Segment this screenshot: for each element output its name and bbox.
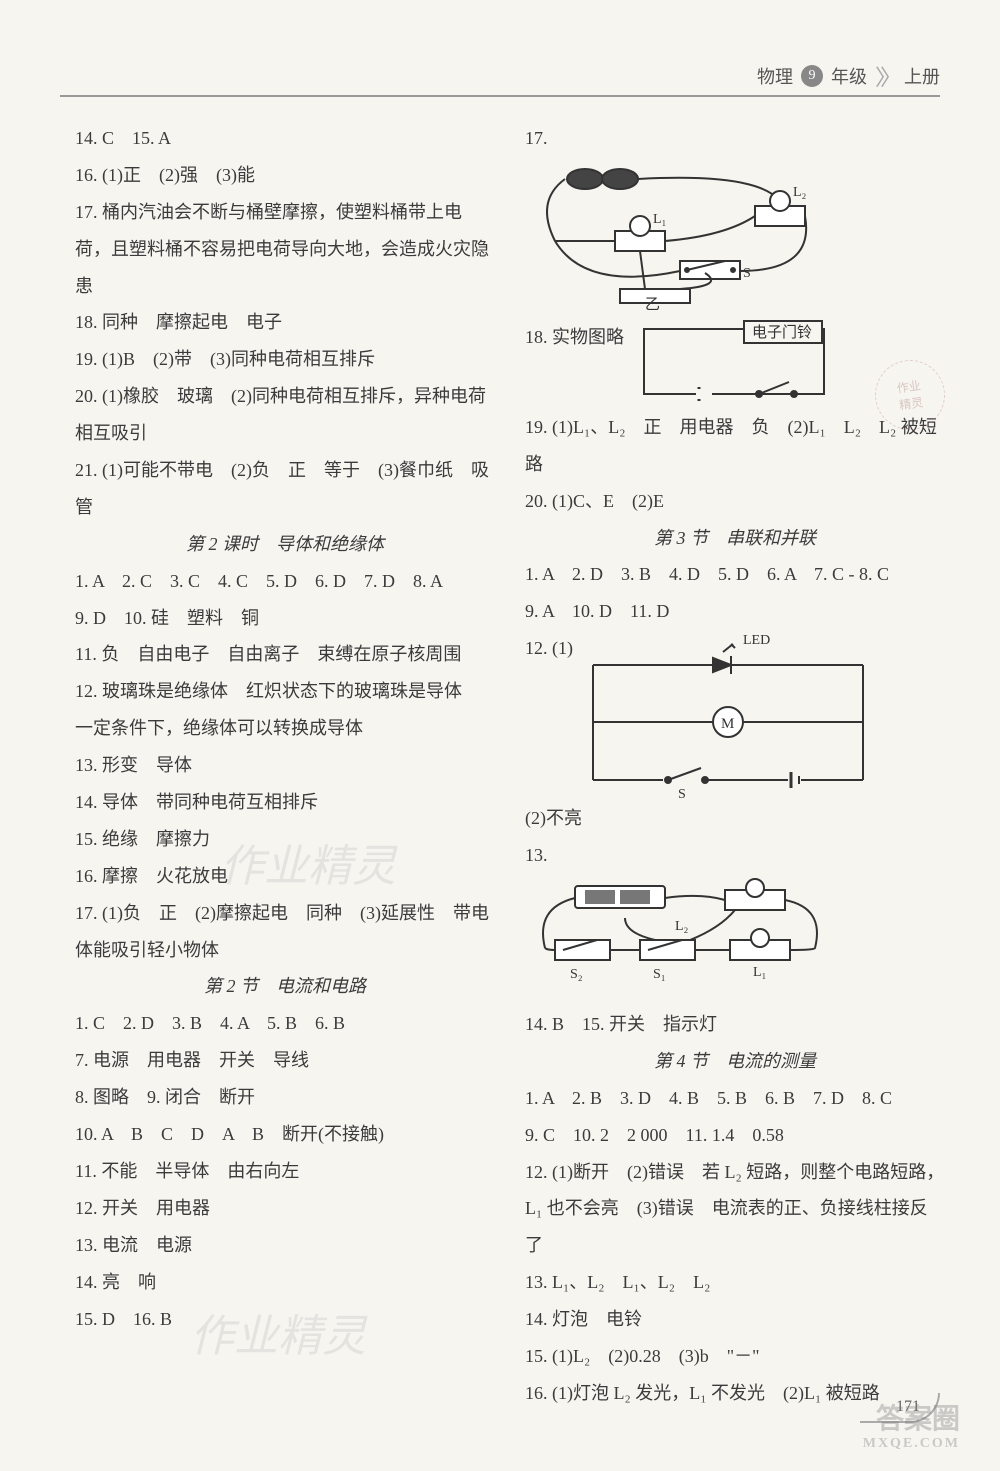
stamp-text: 精灵 bbox=[898, 393, 924, 413]
answer-line: 10. A B C D A B 断开(不接触) bbox=[75, 1116, 495, 1153]
section-title: 第 4 节 电流的测量 bbox=[525, 1043, 945, 1080]
answer-line: 12. 开关 用电器 bbox=[75, 1190, 495, 1227]
label-L1: L₁ bbox=[653, 212, 666, 227]
header-grade-circle: 9 bbox=[801, 65, 823, 87]
answer-line: 11. 负 自由电子 自由离子 束缚在原子核周围 bbox=[75, 636, 495, 673]
answer-line: 12. 玻璃珠是绝缘体 红炽状态下的玻璃珠是导体 一定条件下，绝缘体可以转换成导… bbox=[75, 673, 495, 747]
answer-line: 12. (1)断开 (2)错误 若 L₂ 短路，则整个电路短路，L₁ 也不会亮 … bbox=[525, 1154, 945, 1265]
answer-line: 14. C 15. A bbox=[75, 120, 495, 157]
section-title: 第 2 课时 导体和绝缘体 bbox=[75, 526, 495, 563]
answer-line: 17. (1)负 正 (2)摩擦起电 同种 (3)延展性 带电体能吸引轻小物体 bbox=[75, 895, 495, 969]
chevron-icon: 〉〉 bbox=[875, 60, 896, 92]
answer-line: 1. C 2. D 3. B 4. A 5. B 6. B bbox=[75, 1005, 495, 1042]
header-subject: 物理 bbox=[757, 63, 793, 89]
answer-line: 7. 电源 用电器 开关 导线 bbox=[75, 1042, 495, 1079]
label-L2: L₂ bbox=[793, 185, 807, 200]
answer-line: (2)不亮 bbox=[525, 800, 945, 837]
answer-line: 15. (1)L₂ (2)0.28 (3)b "－" bbox=[525, 1338, 945, 1375]
answer-line: 19. (1)L₁、L₂ 正 用电器 负 (2)L₁ L₂ L₂ 被短路 bbox=[525, 409, 945, 483]
answer-line: 20. (1)C、E (2)E bbox=[525, 483, 945, 520]
section-title: 第 2 节 电流和电路 bbox=[75, 968, 495, 1005]
answer-line: 19. (1)B (2)带 (3)同种电荷相互排斥 bbox=[75, 341, 495, 378]
header-rule bbox=[60, 95, 940, 97]
label-yi: 乙 bbox=[645, 297, 660, 311]
answer-label: 13. bbox=[525, 837, 945, 874]
label-S2: S₂ bbox=[570, 967, 583, 982]
answer-line: 14. B 15. 开关 指示灯 bbox=[525, 1006, 945, 1043]
footer-watermark-small: MXQE.COM bbox=[863, 1436, 960, 1451]
label-L2: L₂ bbox=[675, 919, 689, 934]
content-columns: 14. C 15. A 16. (1)正 (2)强 (3)能 17. 桶内汽油会… bbox=[75, 120, 945, 1412]
answer-line: 13. 形变 导体 bbox=[75, 747, 495, 784]
circuit-diagram-12: LED M bbox=[573, 630, 883, 800]
answer-line: 14. 亮 响 bbox=[75, 1264, 495, 1301]
doorbell-circuit: 电子门铃 bbox=[634, 319, 834, 409]
label-S: S bbox=[743, 266, 751, 281]
answer-line: 18. 同种 摩擦起电 电子 bbox=[75, 304, 495, 341]
answer-line: 15. D 16. B bbox=[75, 1301, 495, 1338]
answer-label: 12. (1) bbox=[525, 630, 573, 667]
answer-line: 11. 不能 半导体 由右向左 bbox=[75, 1153, 495, 1190]
row-12: 12. (1) LED M bbox=[525, 630, 945, 800]
label-M: M bbox=[721, 716, 734, 732]
answer-line: 9. A 10. D 11. D bbox=[525, 593, 945, 630]
answer-line: 9. C 10. 2 2 000 11. 1.4 0.58 bbox=[525, 1117, 945, 1154]
label-L1: L₁ bbox=[753, 965, 766, 980]
answer-line: 1. A 2. B 3. D 4. B 5. B 6. B 7. D 8. C bbox=[525, 1080, 945, 1117]
header-book: 上册 bbox=[904, 63, 940, 89]
answer-line: 18. 实物图略 bbox=[525, 319, 624, 356]
left-column: 14. C 15. A 16. (1)正 (2)强 (3)能 17. 桶内汽油会… bbox=[75, 120, 495, 1412]
footer-watermark-big: 答案圈 bbox=[876, 1404, 960, 1435]
label-S1: S₁ bbox=[653, 967, 666, 982]
circuit-diagram-17: L₂ L₁ S 乙 bbox=[525, 161, 825, 311]
section-title: 第 3 节 串联和并联 bbox=[525, 520, 945, 557]
answer-line: 13. 电流 电源 bbox=[75, 1227, 495, 1264]
header-grade-suffix: 年级 bbox=[831, 63, 867, 89]
circuit-diagram-13: S₂ S₁ L₁ L₂ bbox=[525, 878, 845, 998]
answer-line: 14. 导体 带同种电荷互相排斥 bbox=[75, 784, 495, 821]
answer-line: 9. D 10. 硅 塑料 铜 bbox=[75, 600, 495, 637]
footer-watermark: 答案圈 MXQE.COM bbox=[863, 1405, 960, 1451]
answer-line: 1. A 2. C 3. C 4. C 5. D 6. D 7. D 8. A bbox=[75, 563, 495, 600]
answer-line: 8. 图略 9. 闭合 断开 bbox=[75, 1079, 495, 1116]
right-column: 17. L₂ L₁ bbox=[525, 120, 945, 1412]
doorbell-label: 电子门铃 bbox=[752, 324, 812, 341]
answer-line: 20. (1)橡胶 玻璃 (2)同种电荷相互排斥，异种电荷相互吸引 bbox=[75, 378, 495, 452]
answer-label: 17. bbox=[525, 120, 945, 157]
answer-line: 14. 灯泡 电铃 bbox=[525, 1301, 945, 1338]
answer-line: 16. (1)正 (2)强 (3)能 bbox=[75, 157, 495, 194]
label-S: S bbox=[678, 787, 686, 800]
answer-line: 16. 摩擦 火花放电 bbox=[75, 858, 495, 895]
answer-line: 1. A 2. D 3. B 4. D 5. D 6. A 7. C - 8. … bbox=[525, 556, 945, 593]
page-header: 物理 9 年级 〉〉 上册 bbox=[757, 60, 940, 92]
answer-line: 21. (1)可能不带电 (2)负 正 等于 (3)餐巾纸 吸管 bbox=[75, 452, 495, 526]
answer-line: 17. 桶内汽油会不断与桶壁摩擦，使塑料桶带上电荷，且塑料桶不容易把电荷导向大地… bbox=[75, 194, 495, 305]
label-led: LED bbox=[743, 633, 770, 648]
answer-line: 15. 绝缘 摩擦力 bbox=[75, 821, 495, 858]
answer-line: 13. L₁、L₂ L₁、L₂ L₂ bbox=[525, 1264, 945, 1301]
